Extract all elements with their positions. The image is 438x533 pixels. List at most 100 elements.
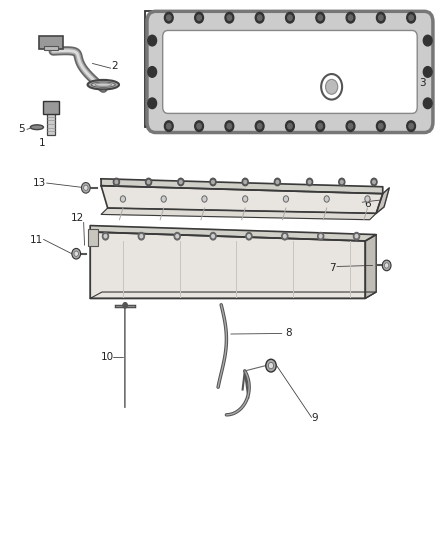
Circle shape: [407, 12, 416, 23]
Circle shape: [243, 196, 248, 202]
Text: 1: 1: [39, 138, 46, 148]
Circle shape: [225, 12, 234, 23]
Circle shape: [242, 178, 248, 185]
Circle shape: [308, 180, 311, 183]
Polygon shape: [101, 208, 376, 220]
Circle shape: [288, 124, 292, 129]
Circle shape: [197, 15, 201, 20]
Circle shape: [319, 235, 322, 238]
Circle shape: [373, 180, 375, 183]
Text: 2: 2: [111, 61, 117, 70]
Circle shape: [283, 196, 289, 202]
Circle shape: [176, 235, 179, 238]
FancyBboxPatch shape: [147, 11, 433, 133]
Circle shape: [255, 121, 264, 132]
Circle shape: [225, 121, 234, 132]
Text: 5: 5: [18, 124, 25, 134]
Polygon shape: [101, 185, 383, 213]
Circle shape: [307, 178, 313, 185]
Circle shape: [316, 121, 325, 132]
Circle shape: [318, 232, 324, 240]
Circle shape: [409, 124, 413, 129]
Text: 3: 3: [419, 78, 425, 88]
Circle shape: [227, 124, 232, 129]
Circle shape: [258, 15, 262, 20]
Bar: [88, 229, 98, 246]
Circle shape: [339, 178, 345, 185]
Circle shape: [166, 124, 171, 129]
Ellipse shape: [30, 125, 43, 130]
Circle shape: [282, 232, 288, 240]
Polygon shape: [90, 232, 365, 298]
Circle shape: [268, 362, 274, 369]
Polygon shape: [376, 188, 389, 213]
Circle shape: [324, 196, 329, 202]
Circle shape: [140, 235, 143, 238]
Circle shape: [102, 232, 109, 240]
Bar: [47, 112, 55, 135]
Text: 13: 13: [32, 177, 46, 188]
Ellipse shape: [88, 80, 119, 90]
Bar: [145, 11, 426, 127]
Circle shape: [378, 15, 383, 20]
FancyBboxPatch shape: [162, 30, 417, 114]
Circle shape: [195, 121, 203, 132]
Circle shape: [378, 124, 383, 129]
Circle shape: [164, 121, 173, 132]
Circle shape: [148, 67, 156, 77]
Circle shape: [348, 124, 353, 129]
Circle shape: [283, 235, 286, 238]
Circle shape: [365, 196, 370, 202]
Circle shape: [376, 12, 385, 23]
Text: 7: 7: [329, 263, 336, 272]
Circle shape: [115, 180, 118, 183]
Circle shape: [174, 232, 180, 240]
Circle shape: [424, 67, 432, 77]
Circle shape: [407, 121, 416, 132]
Circle shape: [286, 12, 294, 23]
Circle shape: [276, 180, 279, 183]
Circle shape: [81, 182, 90, 193]
FancyBboxPatch shape: [43, 101, 59, 114]
Circle shape: [148, 35, 156, 46]
Circle shape: [246, 232, 252, 240]
Circle shape: [227, 15, 232, 20]
Circle shape: [244, 180, 247, 183]
Circle shape: [147, 180, 150, 183]
Circle shape: [84, 185, 88, 190]
Polygon shape: [101, 179, 383, 193]
Text: 9: 9: [312, 413, 318, 423]
Text: 6: 6: [364, 199, 371, 209]
Circle shape: [123, 303, 127, 308]
Circle shape: [113, 178, 120, 185]
Circle shape: [255, 12, 264, 23]
Polygon shape: [365, 235, 376, 298]
Circle shape: [120, 196, 126, 202]
Circle shape: [212, 235, 214, 238]
Circle shape: [371, 178, 377, 185]
Circle shape: [145, 178, 152, 185]
Circle shape: [104, 235, 107, 238]
Circle shape: [74, 251, 78, 256]
Text: 10: 10: [101, 352, 114, 362]
Circle shape: [325, 79, 338, 94]
Circle shape: [274, 178, 280, 185]
Text: 5: 5: [297, 81, 303, 91]
Polygon shape: [90, 225, 376, 241]
Circle shape: [210, 178, 216, 185]
Text: 11: 11: [30, 235, 43, 245]
Ellipse shape: [91, 82, 115, 87]
Circle shape: [180, 180, 182, 183]
Circle shape: [195, 12, 203, 23]
Circle shape: [348, 15, 353, 20]
Circle shape: [318, 15, 322, 20]
Circle shape: [286, 121, 294, 132]
Circle shape: [178, 178, 184, 185]
Circle shape: [212, 180, 214, 183]
Text: 4: 4: [218, 63, 225, 73]
Circle shape: [72, 248, 81, 259]
Circle shape: [355, 235, 358, 238]
Bar: [44, 46, 58, 50]
Circle shape: [318, 124, 322, 129]
Polygon shape: [90, 292, 376, 298]
